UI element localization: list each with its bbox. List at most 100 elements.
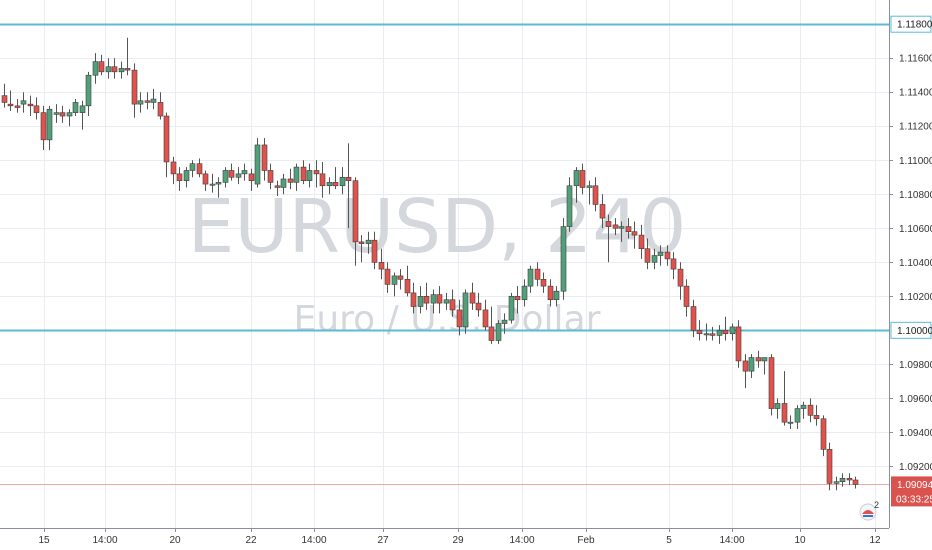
candle-body-down (287, 178, 294, 183)
candle (170, 156, 177, 185)
candle (79, 100, 86, 130)
candle (800, 401, 807, 419)
candle-body-up (215, 182, 222, 185)
candle-body-down (735, 326, 742, 362)
price-tick-label: 1.10800 (899, 190, 932, 201)
candle (664, 245, 671, 266)
time-axis-ticks: 15 14:00 20 22 14:00 27 29 14:00 Feb 5 14:00 10 12 (38, 528, 881, 546)
candle-body-down (820, 418, 827, 450)
candle-body-down (534, 268, 541, 280)
candle (677, 262, 684, 300)
candle-body-up (787, 421, 794, 424)
candle (384, 262, 391, 293)
candle (703, 323, 710, 341)
candle-body-down (579, 170, 586, 188)
price-axis-ticks: 1.11600 1.11400 1.11200 1.11000 1.10800 1.106… (889, 54, 932, 473)
candle (417, 286, 424, 314)
candle-body-down (612, 224, 619, 229)
candle (586, 180, 593, 205)
candle-body-down (7, 103, 14, 107)
candle-body-up (293, 166, 300, 183)
candle-body-down (768, 357, 775, 409)
price-tick-label: 1.09600 (899, 394, 932, 405)
candle-body-down (683, 285, 690, 307)
time-axis-panel[interactable] (0, 528, 932, 550)
candle (287, 168, 294, 190)
candle-body-up (209, 183, 216, 186)
candle (222, 167, 229, 188)
candle (371, 231, 378, 270)
time-tick-label: 15 (38, 535, 50, 546)
candle (20, 92, 27, 113)
candle (1, 83, 8, 108)
candle-body-down (378, 262, 385, 270)
bar-countdown-label: 03:33:25 (896, 494, 932, 505)
candle (157, 92, 164, 120)
candle-body-down (274, 185, 281, 188)
candle-body-up (339, 176, 346, 187)
candle-body-down (540, 279, 547, 287)
candle-body-up (365, 239, 372, 244)
candle-body-down (228, 170, 235, 178)
candle-body-up (573, 170, 580, 187)
time-tick-label: 14:00 (509, 535, 534, 546)
candle (306, 163, 313, 188)
price-axis-panel[interactable] (889, 0, 932, 528)
candle (852, 476, 859, 489)
candle (605, 214, 612, 263)
candle (313, 160, 320, 188)
candle (423, 282, 430, 310)
candle-body-up (391, 275, 398, 285)
price-tick-label: 1.10600 (899, 224, 932, 235)
candle-body-down (98, 61, 105, 73)
candle (261, 138, 268, 181)
candle-body-up (280, 178, 287, 188)
candle (625, 218, 632, 239)
candle-body-up (85, 74, 92, 107)
candle (404, 265, 411, 297)
candle-body-up (430, 294, 437, 304)
candle-body-down (722, 330, 729, 335)
watermark-symbol: EURUSD, 240 (188, 184, 687, 270)
candle-body-down (131, 69, 138, 105)
candle-body-down (332, 182, 339, 187)
candle (462, 289, 469, 334)
alert-badge[interactable]: 2 (859, 500, 879, 521)
last-price-box (891, 476, 932, 507)
candle (534, 262, 541, 287)
candle-body-down (696, 330, 703, 335)
candle (527, 265, 534, 293)
candle-body-down (202, 173, 209, 185)
price-tick-label: 1.09800 (899, 360, 932, 371)
chart-watermark: EURUSD, 240 Euro / U.S. Dollar (188, 184, 687, 340)
candle-body-down (423, 296, 430, 304)
candle-body-down (592, 185, 599, 205)
candle-body-down (33, 105, 40, 113)
candle-body-up (306, 170, 313, 181)
candle (768, 354, 775, 416)
candle-body-up (703, 333, 710, 336)
horizontal-line-price-label: 1.11800 (897, 20, 932, 31)
candle-body-down (397, 275, 404, 280)
candle-body-down (176, 173, 183, 181)
candle-body-down (813, 415, 820, 420)
candle (826, 442, 833, 491)
candle (644, 238, 651, 270)
candle (209, 173, 216, 193)
candle-body-down (358, 241, 365, 244)
candle-body-up (716, 330, 723, 336)
candle-body-down (27, 103, 34, 107)
candle (358, 235, 365, 263)
candle (508, 292, 515, 324)
candle (202, 170, 209, 191)
price-tick-label: 1.11200 (899, 122, 932, 133)
candle (332, 167, 339, 190)
candle-body-down (781, 403, 788, 423)
candle (352, 177, 359, 266)
candle (196, 158, 203, 178)
horizontal-line-price-box (890, 321, 932, 339)
candle-body-up (618, 226, 625, 229)
candle-body-up (92, 61, 99, 76)
candle (111, 58, 118, 79)
candle (638, 224, 645, 259)
